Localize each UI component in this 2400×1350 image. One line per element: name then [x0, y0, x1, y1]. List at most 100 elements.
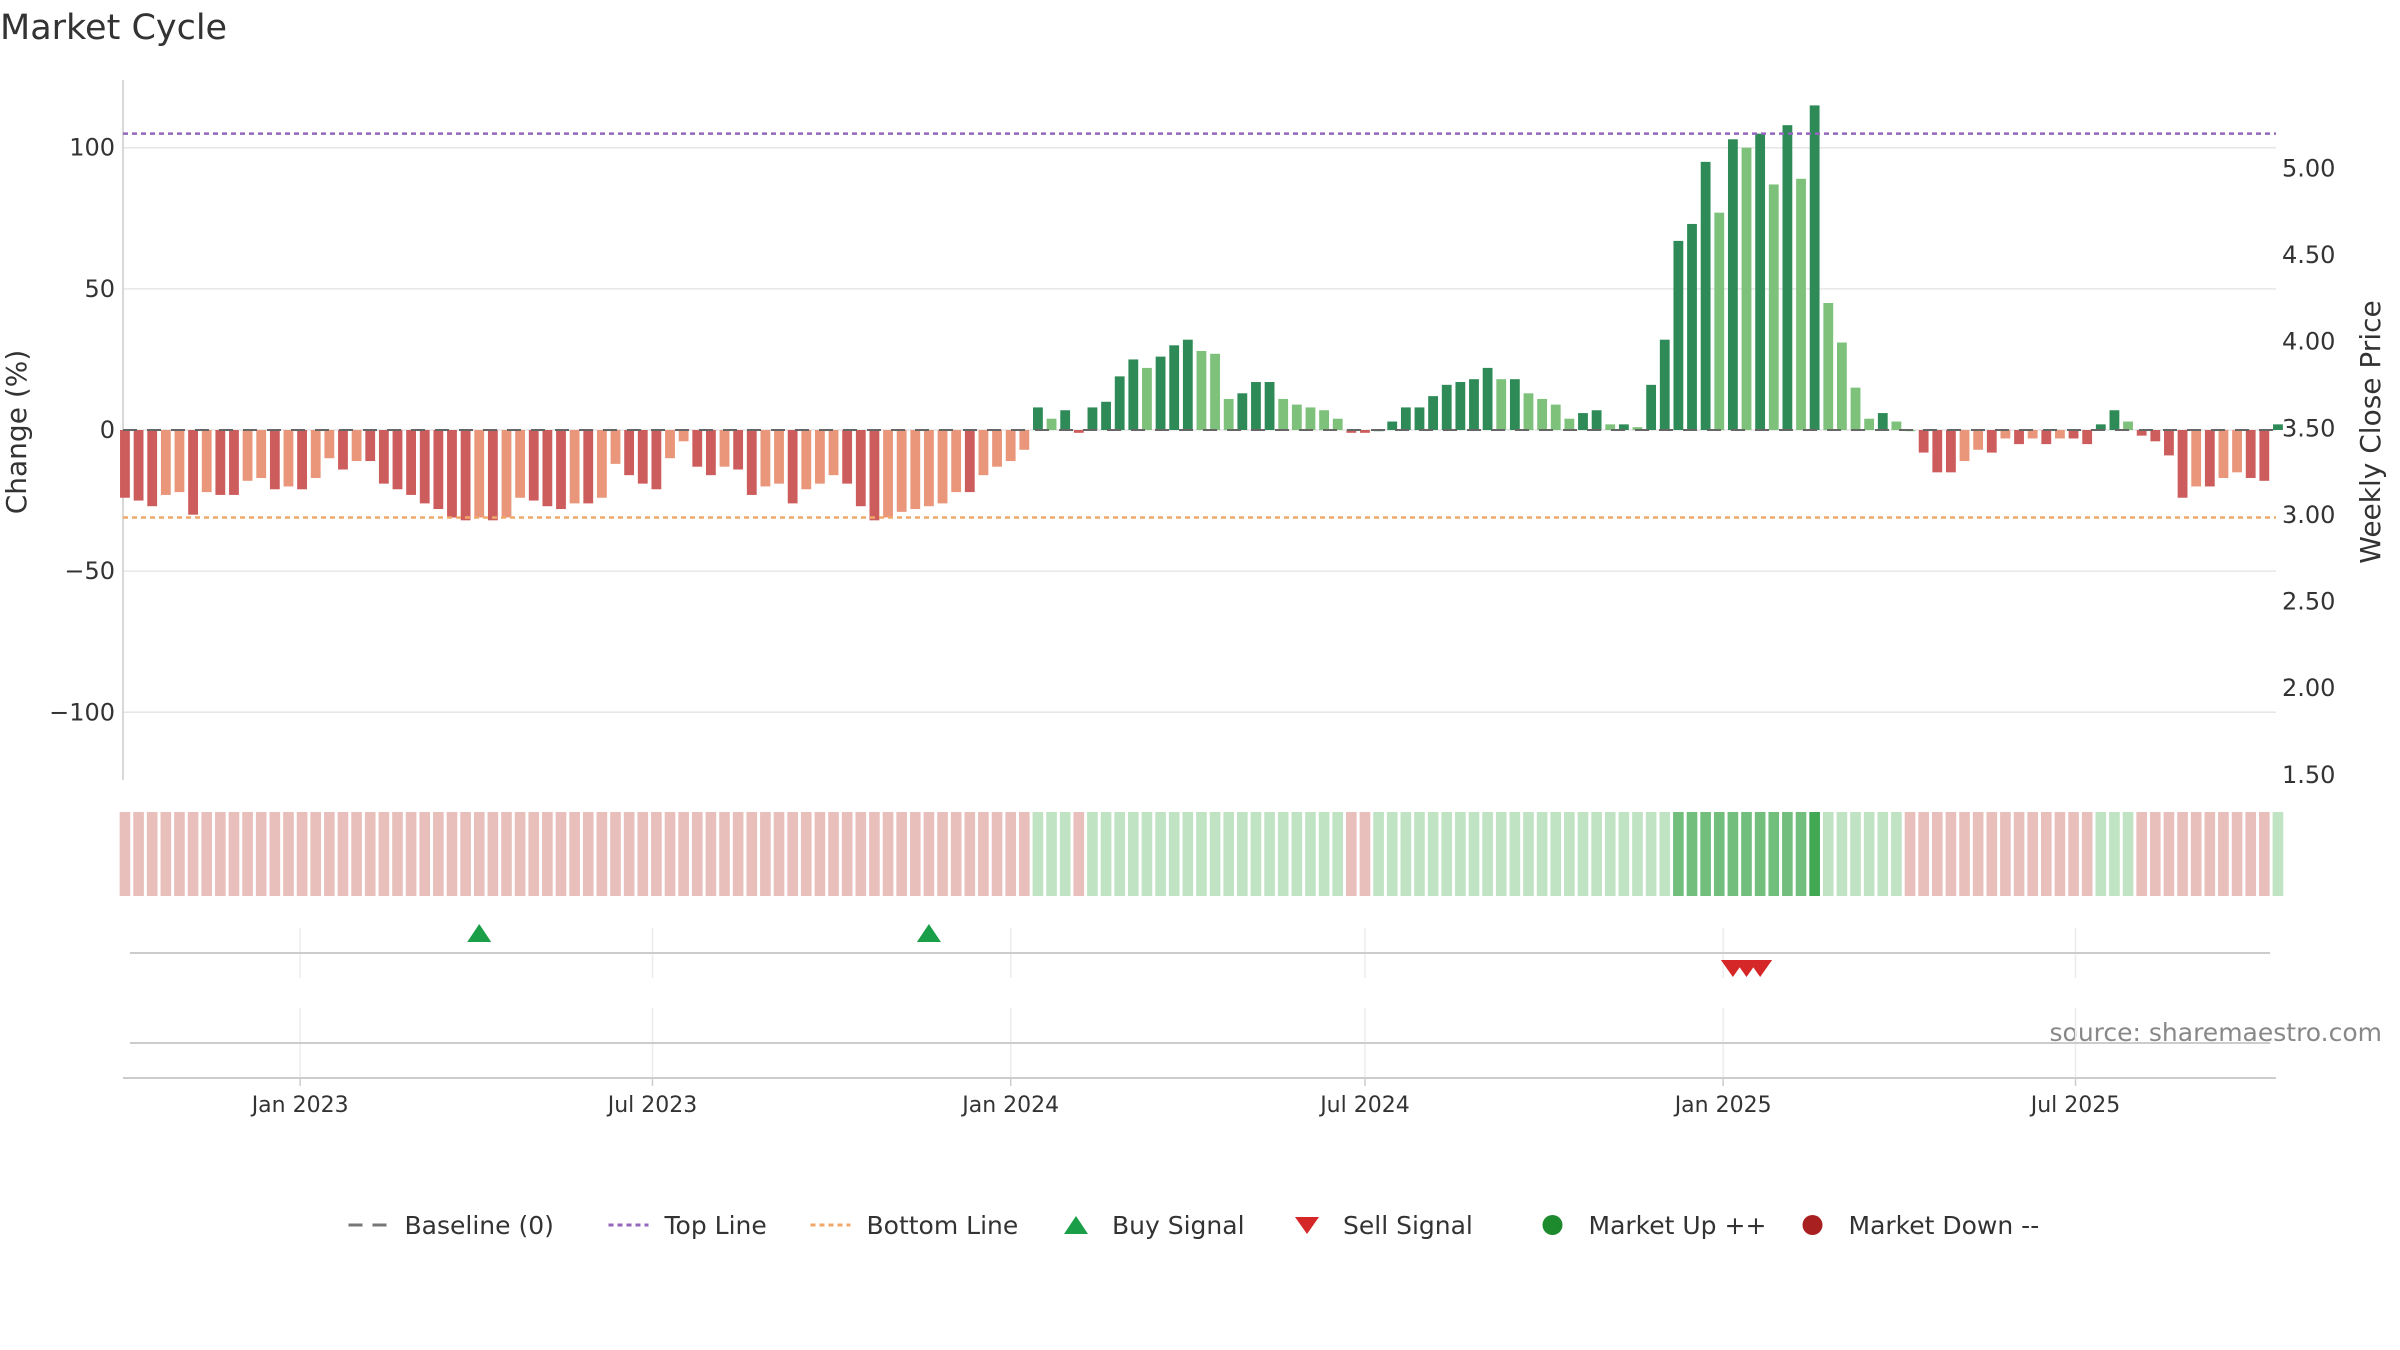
market-state-band — [119, 812, 2284, 896]
band-cell — [324, 812, 335, 896]
band-cell — [514, 812, 526, 896]
band-cell — [2122, 812, 2134, 896]
band-cell — [1945, 812, 1957, 896]
band-cell — [828, 812, 839, 896]
bar — [1346, 430, 1357, 433]
band-cell — [460, 812, 471, 896]
band-cell — [1005, 812, 1016, 896]
bar — [2191, 430, 2202, 487]
bar — [1618, 424, 1629, 430]
band-cell — [446, 812, 458, 896]
band-cell — [1100, 812, 1112, 896]
band-cell — [705, 812, 717, 896]
bar — [883, 430, 893, 518]
bar — [487, 430, 498, 521]
bar — [2232, 430, 2242, 473]
band-cell — [896, 812, 907, 896]
bar — [351, 430, 362, 462]
band-cell — [1128, 812, 1139, 896]
band-cell — [1468, 812, 1480, 896]
band-cell — [596, 812, 608, 896]
band-cell — [555, 812, 567, 896]
band-cell — [1277, 812, 1289, 896]
y-axis-left-title: Change (%) — [0, 350, 33, 515]
bar — [964, 430, 975, 493]
band-cell — [937, 812, 948, 896]
band-cell — [1087, 812, 1098, 896]
band-cell — [1618, 812, 1630, 896]
bar — [1646, 384, 1657, 430]
y-left-tick-label: 0 — [100, 416, 115, 444]
chart-title: Market Cycle — [0, 8, 227, 48]
y-axis-left-ticks: 100 50 0 −50 −100 — [49, 134, 115, 727]
bar — [1019, 430, 1030, 450]
band-cell — [1427, 812, 1439, 896]
bar — [924, 430, 934, 507]
band-cell — [2000, 812, 2011, 896]
bar — [719, 430, 730, 467]
band-cell — [1904, 812, 1916, 896]
band-cell — [473, 812, 485, 896]
bar — [1033, 407, 1043, 430]
y-right-tick-label: 4.00 — [2282, 328, 2335, 356]
bar — [297, 430, 307, 490]
bar — [1496, 379, 1507, 430]
bar — [1809, 105, 1820, 430]
bar — [1360, 430, 1370, 433]
bar — [2150, 430, 2161, 442]
legend-label: Top Line — [664, 1211, 767, 1240]
bar — [2068, 430, 2079, 439]
band-cell — [691, 812, 703, 896]
band-cell — [1727, 812, 1739, 896]
legend-label: Sell Signal — [1343, 1211, 1473, 1240]
bar — [1142, 367, 1152, 430]
bar — [801, 430, 812, 490]
band-cell — [2068, 812, 2079, 896]
bar — [760, 430, 771, 487]
band-cell — [1523, 812, 1534, 896]
bar — [583, 430, 594, 504]
band-cell — [337, 812, 349, 896]
band-cell — [746, 812, 758, 896]
bar — [1169, 345, 1180, 430]
legend-item: Top Line — [608, 1211, 767, 1240]
band-cell — [978, 812, 989, 896]
band-cell — [1754, 812, 1766, 896]
band-cell — [1564, 812, 1575, 896]
band-cell — [1196, 812, 1207, 896]
band-cell — [215, 812, 226, 896]
legend-item: Buy Signal — [1064, 1211, 1245, 1240]
bar — [842, 430, 853, 484]
bar — [147, 430, 158, 507]
y-right-tick-label: 4.50 — [2282, 241, 2335, 269]
bar — [1305, 407, 1316, 430]
legend-label: Baseline (0) — [405, 1211, 554, 1240]
bar — [1755, 133, 1766, 430]
bar — [338, 430, 348, 470]
band-cell — [201, 812, 213, 896]
buy-signal-marker — [916, 924, 941, 942]
y-right-tick-label: 3.00 — [2282, 501, 2335, 529]
band-cell — [923, 812, 935, 896]
bar — [1387, 421, 1398, 430]
bar — [705, 430, 716, 476]
bar — [392, 430, 403, 490]
band-cell — [364, 812, 376, 896]
bar — [269, 430, 280, 490]
bar — [460, 430, 471, 521]
y-right-tick-label: 5.00 — [2282, 154, 2335, 182]
bar — [365, 430, 376, 462]
band-cell — [1155, 812, 1166, 896]
band-cell — [1346, 812, 1357, 896]
bar — [2041, 430, 2052, 445]
bar — [1482, 367, 1493, 430]
bar — [2055, 430, 2065, 439]
bar — [1727, 139, 1738, 430]
band-cell — [1809, 812, 1820, 896]
legend-label: Market Down -- — [1849, 1211, 2040, 1240]
bar — [2136, 430, 2147, 436]
band-cell — [1373, 812, 1384, 896]
bar — [1591, 410, 1602, 430]
bar — [1237, 393, 1248, 430]
band-cell — [119, 812, 131, 896]
